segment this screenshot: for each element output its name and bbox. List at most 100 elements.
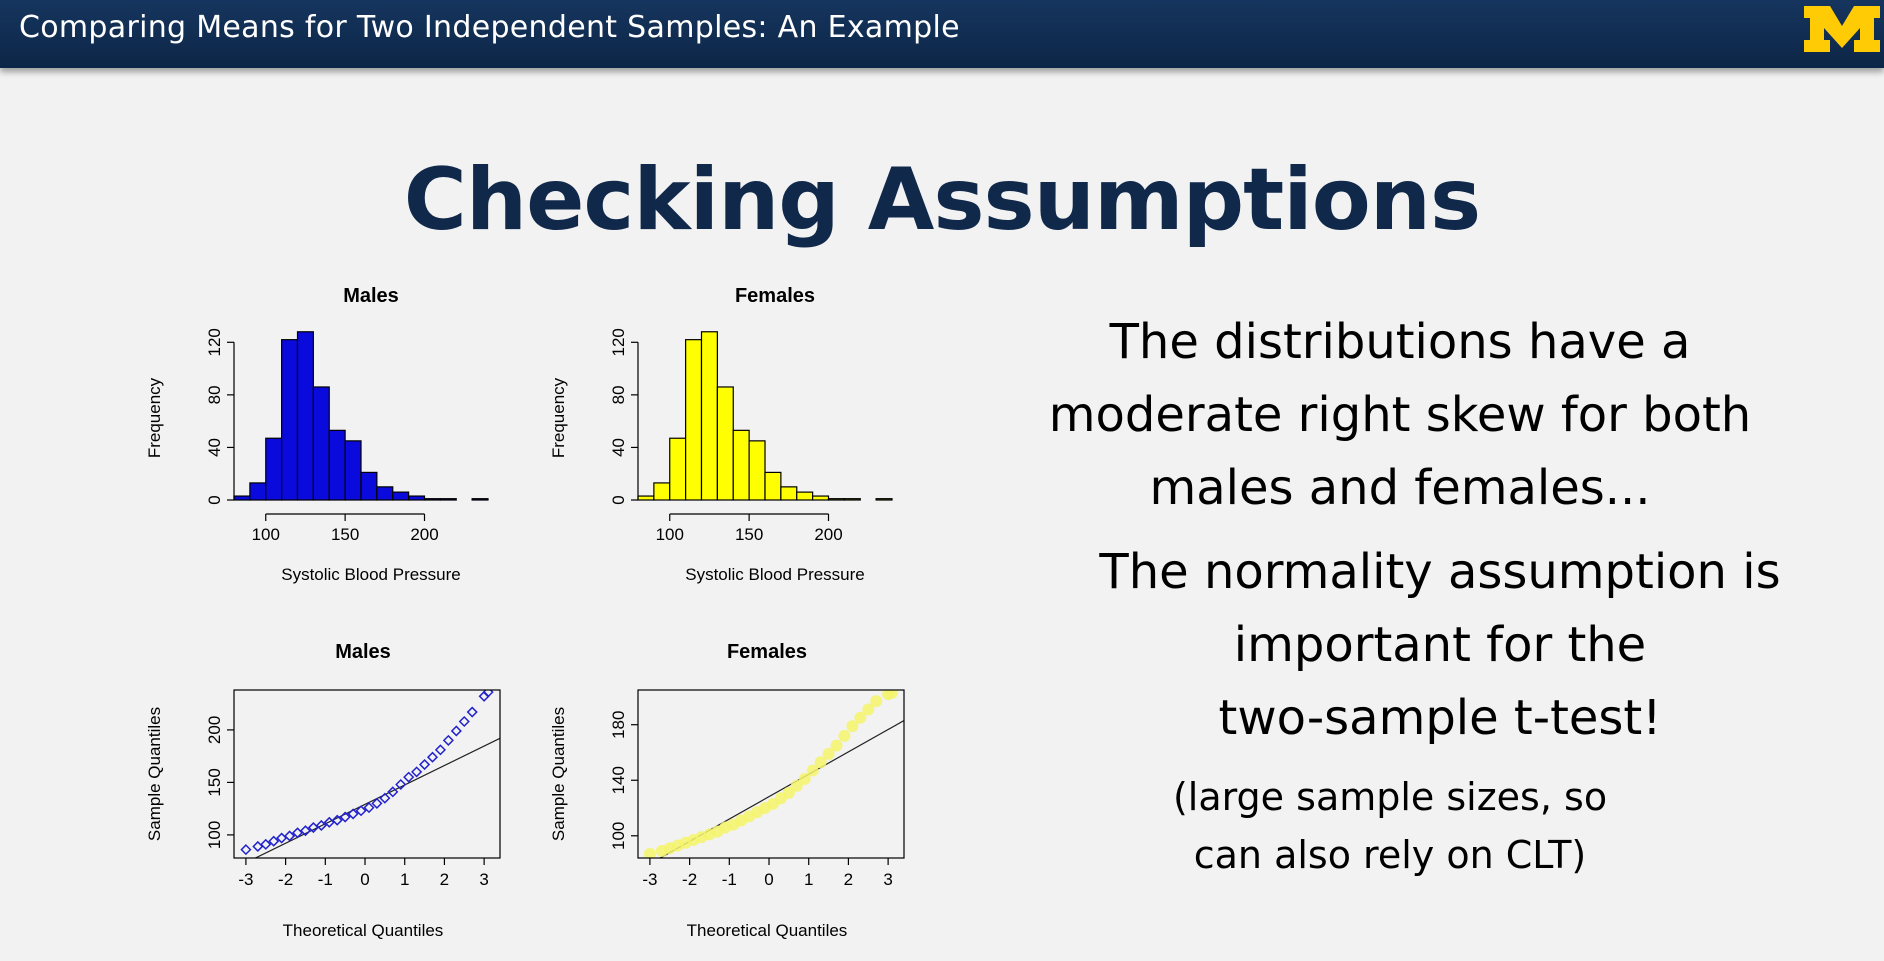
qq-point <box>643 847 656 858</box>
qq-point <box>790 779 803 792</box>
y-tick-label: 0 <box>609 495 628 504</box>
qq-point <box>260 838 272 850</box>
x-tick-label: -3 <box>642 870 657 889</box>
histogram-bar <box>392 491 410 501</box>
skew-statement: The distributions have a moderate right … <box>1030 306 1770 525</box>
y-tick-label: 80 <box>609 385 628 404</box>
title-bar: Comparing Means for Two Independent Samp… <box>0 0 1884 68</box>
qq-point <box>387 786 399 798</box>
histogram-bar <box>344 440 362 501</box>
histogram-bar <box>764 471 782 501</box>
histogram-bar <box>408 495 426 501</box>
histogram-bar <box>843 498 861 501</box>
y-tick-label: 150 <box>205 768 224 796</box>
qq-point <box>363 802 375 814</box>
clt-note: (large sample sizes, so can also rely on… <box>1170 768 1610 884</box>
slide-title: Checking Assumptions <box>403 150 1481 250</box>
histogram-bar <box>637 495 655 501</box>
x-tick-label: 2 <box>844 870 853 889</box>
histogram-bar <box>233 495 251 501</box>
histogram-bar <box>265 437 283 501</box>
text-line: The normality assumption is <box>1099 544 1781 600</box>
qq-point <box>450 725 462 737</box>
qq-point <box>426 751 439 763</box>
qq-point <box>442 734 454 746</box>
block-m-logo-icon <box>1804 6 1880 52</box>
x-tick-label: -2 <box>278 870 293 889</box>
chart-title: Males <box>335 641 391 663</box>
qq-point <box>838 729 851 742</box>
qq-point <box>466 706 478 718</box>
x-tick-label: 2 <box>440 870 449 889</box>
females-qq-plot: Females -3 -2 -1 0 1 2 3 100 140 180 Theoretical Qu… <box>544 634 914 944</box>
x-tick-label: -1 <box>318 870 333 889</box>
histogram-bar <box>685 339 703 501</box>
y-tick-label: 120 <box>205 328 224 356</box>
histogram-bar <box>328 429 346 501</box>
histogram-bar <box>296 331 314 501</box>
text-line: The distributions have a <box>1109 314 1691 370</box>
qq-point <box>347 808 359 820</box>
x-axis-label: Theoretical Quantiles <box>687 921 848 940</box>
x-tick-label: 150 <box>331 525 359 544</box>
chart-title: Males <box>343 285 399 307</box>
x-tick-label: -3 <box>238 870 253 889</box>
x-tick-label: 200 <box>814 525 842 544</box>
text-line: can also rely on CLT) <box>1193 833 1587 877</box>
x-tick-label: 0 <box>360 870 369 889</box>
histogram-bar <box>376 486 394 501</box>
qq-plot-svg: Males -3 -2 -1 0 1 2 3 100 150 200 Theoretical Quan… <box>145 641 501 940</box>
histogram-bar <box>653 482 671 501</box>
y-tick-label: 40 <box>609 438 628 457</box>
x-tick-label: 150 <box>735 525 763 544</box>
qq-point <box>886 690 899 699</box>
y-tick-label: 200 <box>205 716 224 744</box>
qq-point <box>299 825 312 837</box>
plot-frame <box>637 689 905 859</box>
plot-area <box>643 690 904 858</box>
y-tick-label: 40 <box>205 438 224 457</box>
histogram-bar <box>796 491 814 501</box>
qq-point <box>814 756 827 769</box>
qq-point <box>339 811 351 823</box>
qq-point <box>411 766 423 778</box>
histogram-bar <box>423 498 441 501</box>
qq-point <box>798 772 811 785</box>
text-line: moderate right skew for both <box>1048 387 1752 443</box>
qq-point <box>822 747 835 760</box>
histogram-bar <box>748 440 766 501</box>
y-tick-label: 100 <box>205 821 224 849</box>
histogram-bar <box>875 498 893 501</box>
y-tick-label: 0 <box>205 495 224 504</box>
text-line: two-sample t-test! <box>1218 690 1662 746</box>
x-tick-label: 1 <box>400 870 409 889</box>
y-axis-label: Sample Quantiles <box>549 707 568 841</box>
y-tick-label: 80 <box>205 385 224 404</box>
x-axis-label: Systolic Blood Pressure <box>281 565 461 584</box>
x-axis-label: Systolic Blood Pressure <box>685 565 865 584</box>
qq-point <box>315 819 327 832</box>
qq-point <box>854 711 867 724</box>
y-tick-label: 120 <box>609 328 628 356</box>
histogram-svg: Females 100 150 200 0 40 80 120 Systolic Blood P… <box>549 285 893 584</box>
qq-plot-svg: Females -3 -2 -1 0 1 2 3 100 140 180 Theoretical Qu… <box>549 641 905 940</box>
y-tick-label: 140 <box>609 766 628 794</box>
text-line: males and females... <box>1149 460 1651 516</box>
x-tick-label: 200 <box>410 525 438 544</box>
normality-statement: The normality assumption is important fo… <box>1085 536 1795 755</box>
histogram-bar <box>732 429 750 501</box>
qq-point <box>419 758 431 771</box>
x-tick-label: 0 <box>764 870 773 889</box>
histogram-bar <box>312 386 330 501</box>
histogram-bar <box>700 331 718 501</box>
histogram-bar <box>471 498 489 501</box>
qq-point <box>862 703 875 716</box>
y-axis-label: Sample Quantiles <box>145 707 164 841</box>
qq-point <box>806 764 819 777</box>
qq-point <box>252 840 264 853</box>
qq-point <box>434 744 447 756</box>
lecture-title: Comparing Means for Two Independent Samp… <box>19 10 960 45</box>
histogram-bar <box>780 486 798 501</box>
males-histogram: Males 100 150 200 0 40 80 120 Systolic Blood Pre… <box>140 278 510 588</box>
x-tick-label: -2 <box>682 870 697 889</box>
